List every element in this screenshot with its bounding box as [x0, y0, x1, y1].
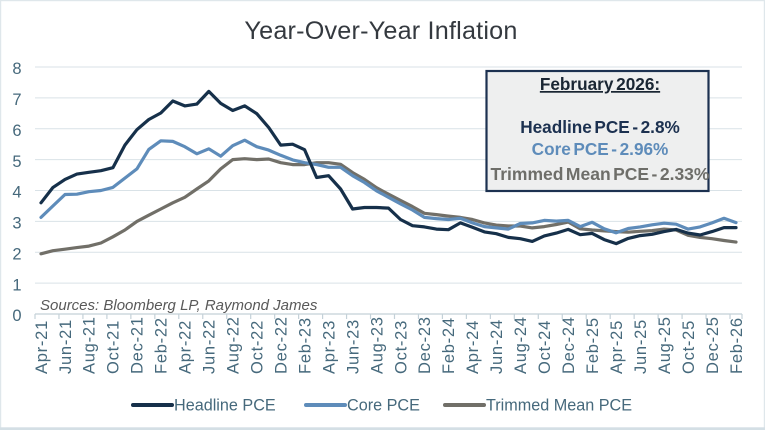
svg-text:Apr-22: Apr-22: [177, 320, 195, 374]
svg-text:Jun-22: Jun-22: [201, 319, 219, 374]
svg-text:Apr-25: Apr-25: [608, 320, 626, 374]
svg-text:Year-Over-Year Inflation: Year-Over-Year Inflation: [244, 17, 517, 45]
svg-text:Feb-23: Feb-23: [296, 317, 314, 374]
svg-text:Oct-24: Oct-24: [536, 320, 554, 374]
svg-text:Oct-22: Oct-22: [249, 320, 267, 374]
svg-text:Jun-25: Jun-25: [632, 319, 650, 374]
svg-text:2: 2: [12, 245, 21, 263]
svg-text:Core PCE: Core PCE: [347, 397, 420, 415]
svg-text:Headline PCE: Headline PCE: [174, 397, 276, 415]
svg-text:Oct-21: Oct-21: [105, 320, 123, 374]
svg-text:Sources: Bloomberg LP, Raymond: Sources: Bloomberg LP, Raymond James: [40, 297, 318, 314]
svg-text:Headline PCE - 2.8%: Headline PCE - 2.8%: [520, 117, 680, 137]
svg-text:Aug-24: Aug-24: [512, 316, 530, 374]
svg-text:Aug-23: Aug-23: [368, 316, 386, 374]
svg-text:Feb-26: Feb-26: [728, 317, 746, 374]
svg-text:8: 8: [12, 60, 21, 78]
svg-text:Trimmed Mean PCE: Trimmed Mean PCE: [486, 397, 632, 415]
svg-text:6: 6: [12, 122, 21, 140]
svg-text:Oct-25: Oct-25: [680, 320, 698, 374]
svg-text:Jun-21: Jun-21: [57, 319, 75, 374]
svg-text:Aug-25: Aug-25: [656, 316, 674, 374]
svg-text:Feb-24: Feb-24: [440, 317, 458, 374]
svg-text:4: 4: [12, 184, 21, 202]
svg-text:Dec-22: Dec-22: [273, 316, 291, 374]
svg-text:Jun-24: Jun-24: [488, 319, 506, 374]
svg-text:Dec-24: Dec-24: [560, 316, 578, 374]
svg-text:Feb-25: Feb-25: [584, 317, 602, 374]
svg-text:Aug-21: Aug-21: [81, 316, 99, 374]
svg-text:Dec-23: Dec-23: [416, 316, 434, 374]
svg-text:Feb-22: Feb-22: [153, 317, 171, 374]
svg-text:Dec-25: Dec-25: [704, 316, 722, 374]
svg-text:Apr-24: Apr-24: [464, 320, 482, 374]
svg-text:Oct-23: Oct-23: [392, 320, 410, 374]
svg-text:February 2026:: February 2026:: [540, 74, 660, 94]
svg-text:1: 1: [12, 276, 21, 294]
svg-text:Apr-21: Apr-21: [33, 320, 51, 374]
svg-text:Dec-21: Dec-21: [129, 316, 147, 374]
svg-text:Aug-22: Aug-22: [225, 316, 243, 374]
svg-text:Apr-23: Apr-23: [320, 320, 338, 374]
svg-text:7: 7: [12, 91, 21, 109]
svg-text:3: 3: [12, 215, 21, 233]
svg-text:5: 5: [12, 153, 21, 171]
svg-text:Trimmed Mean PCE - 2.33%: Trimmed Mean PCE - 2.33%: [491, 164, 710, 184]
svg-text:Core PCE - 2.96%: Core PCE - 2.96%: [532, 139, 669, 159]
svg-text:Jun-23: Jun-23: [344, 319, 362, 374]
svg-text:0: 0: [12, 307, 21, 325]
